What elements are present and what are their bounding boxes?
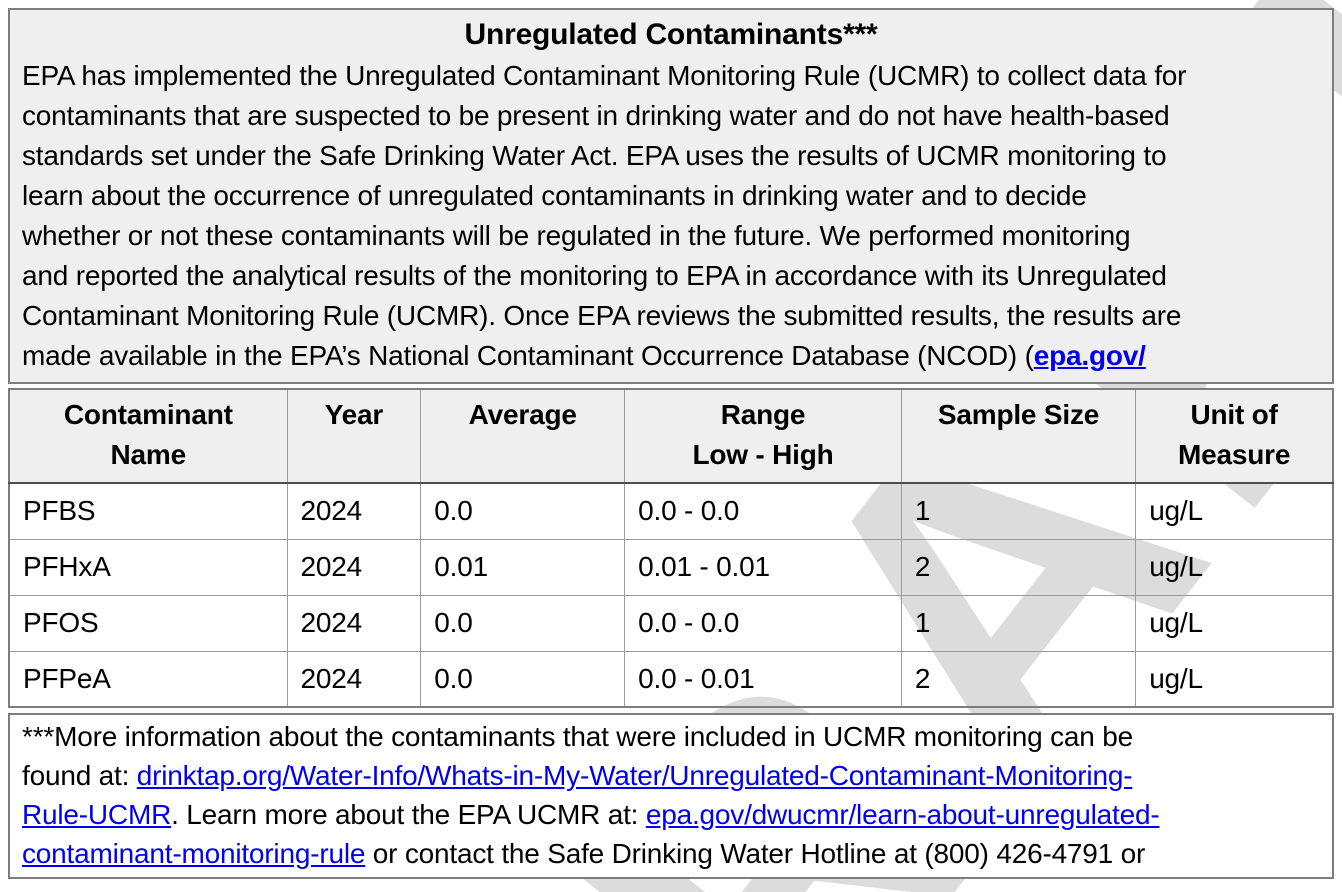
table-cell: 2024 — [286, 594, 422, 652]
table-cell: 0.01 - 0.01 — [624, 538, 902, 596]
column-header: Unit of Measure — [1135, 388, 1334, 484]
table-row: PFHxA 2024 0.01 0.01 - 0.01 2 ug/L — [8, 538, 1334, 596]
text-run: . Learn more about the EPA UCMR at: — [171, 799, 646, 830]
contaminants-table: Contaminant Name Year Average Range Low - H… — [8, 388, 1334, 708]
table-cell: 2024 — [286, 482, 422, 540]
column-header: Average — [420, 388, 626, 484]
table-row: PFBS 2024 0.0 0.0 - 0.0 1 ug/L — [8, 482, 1334, 540]
table-header-row: Contaminant Name Year Average Range Low - H… — [8, 388, 1334, 484]
table-cell: 0.01 — [420, 538, 626, 596]
table-cell: 1 — [900, 482, 1137, 540]
column-header: Year — [286, 388, 422, 484]
table-cell: 0.0 — [420, 594, 626, 652]
table-cell: 2 — [900, 538, 1137, 596]
column-header: Range Low - High — [624, 388, 902, 484]
table-cell: PFOS — [8, 594, 288, 652]
table-cell: 0.0 - 0.01 — [624, 650, 902, 708]
table-cell: 2024 — [286, 538, 422, 596]
unregulated-contaminants-section: Unregulated Contaminants*** EPA has impl… — [8, 8, 1334, 879]
table-row: PFPeA 2024 0.0 0.0 - 0.01 2 ug/L — [8, 650, 1334, 708]
table-cell: 0.0 — [420, 482, 626, 540]
column-header: Sample Size — [900, 388, 1137, 484]
section-title: Unregulated Contaminants*** — [464, 18, 878, 51]
table-cell: 1 — [900, 594, 1137, 652]
table-row: PFOS 2024 0.0 0.0 - 0.0 1 ug/L — [8, 594, 1334, 652]
footnote-box: ***More information about the contaminan… — [8, 713, 1334, 879]
epa-dwucmr-link[interactable]: epa.gov/dwucmr/learn-about-unregulated- … — [22, 799, 1160, 869]
table-cell: ug/L — [1135, 594, 1334, 652]
table-cell: ug/L — [1135, 538, 1334, 596]
drinktap-ucmr-link[interactable]: drinktap.org/Water-Info/Whats-in-My-Wate… — [22, 760, 1133, 830]
table-cell: 2024 — [286, 650, 422, 708]
table-cell: PFHxA — [8, 538, 288, 596]
table-cell: 2 — [900, 650, 1137, 708]
intro-box: Unregulated Contaminants*** EPA has impl… — [8, 8, 1334, 384]
table-cell: PFPeA — [8, 650, 288, 708]
text-run: ***More information about the contaminan… — [22, 721, 1133, 791]
table-cell: ug/L — [1135, 482, 1334, 540]
text-run: or contact the Safe Drinking Water Hotli… — [365, 838, 1146, 869]
column-header: Contaminant Name — [8, 388, 288, 484]
text-run: EPA has implemented the Unregulated Cont… — [22, 60, 1187, 371]
epa-ncod-link[interactable]: epa.gov/ — [1033, 340, 1146, 371]
table-cell: ug/L — [1135, 650, 1334, 708]
table-cell: 0.0 - 0.0 — [624, 594, 902, 652]
table-cell: 0.0 — [420, 650, 626, 708]
intro-paragraph: EPA has implemented the Unregulated Cont… — [22, 56, 1320, 376]
footnote-paragraph: ***More information about the contaminan… — [22, 717, 1320, 873]
table-cell: 0.0 - 0.0 — [624, 482, 902, 540]
table-cell: PFBS — [8, 482, 288, 540]
